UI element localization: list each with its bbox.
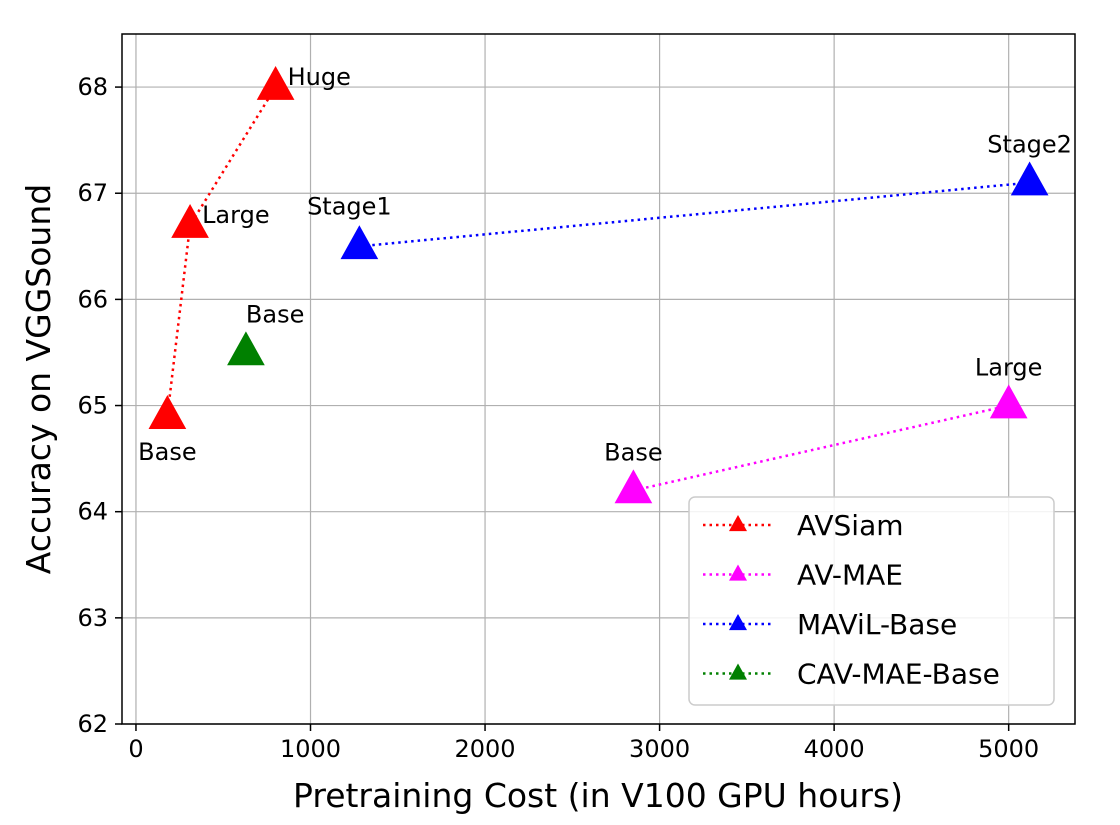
series-layer: Base Large Huge Base Large Stage1 Stage2 Base xyxy=(138,63,1072,504)
legend-item: MAViL-Base xyxy=(703,608,957,641)
grid-lines xyxy=(122,34,1075,725)
y-tick-label: 64 xyxy=(77,498,108,526)
y-tick-label: 63 xyxy=(77,604,108,632)
series-line xyxy=(633,404,1009,492)
series-line xyxy=(166,86,277,417)
series-avsiam: Base Large Huge xyxy=(138,63,351,466)
data-point-label: Large xyxy=(202,201,270,229)
legend-label: AVSiam xyxy=(797,509,904,542)
axes xyxy=(115,33,1076,731)
data-point-label: Huge xyxy=(288,63,351,91)
data-point-label: Base xyxy=(246,300,304,328)
y-tick-label: 65 xyxy=(77,392,108,420)
data-point-label: Base xyxy=(604,438,662,466)
series-mavil-base: Stage1 Stage2 xyxy=(307,131,1072,260)
tick-labels: 0 1000 2000 3000 4000 5000 62 63 64 65 66 67 68 xyxy=(77,73,1039,763)
y-tick-label: 66 xyxy=(77,285,108,313)
legend-item: AV-MAE xyxy=(703,559,903,592)
data-point-marker xyxy=(227,331,265,366)
data-point-marker xyxy=(614,469,653,504)
data-point-marker xyxy=(989,384,1028,419)
series-av-mae: Base Large xyxy=(604,354,1043,504)
legend-label: AV-MAE xyxy=(797,559,903,592)
x-tick-label: 2000 xyxy=(455,735,516,763)
series-cav-mae-base: Base xyxy=(227,300,304,366)
legend-item: AVSiam xyxy=(703,509,904,542)
y-axis-title: Accuracy on VGGSound xyxy=(19,184,58,574)
legend: AVSiam AV-MAE MAViL-Base CAV-MAE-Base xyxy=(688,496,1055,706)
legend-marker xyxy=(729,514,747,532)
plot-frame xyxy=(121,33,1076,725)
y-tick-label: 67 xyxy=(77,179,108,207)
x-tick-label: 4000 xyxy=(804,735,865,763)
x-tick-label: 3000 xyxy=(629,735,690,763)
legend-label: CAV-MAE-Base xyxy=(797,658,1000,691)
y-tick-label: 68 xyxy=(77,73,108,101)
data-point-marker xyxy=(148,395,187,429)
data-point-marker xyxy=(1010,161,1049,196)
series-line xyxy=(359,181,1030,248)
y-tick-label: 62 xyxy=(77,710,108,738)
legend-marker xyxy=(729,663,747,680)
data-point-marker xyxy=(340,225,379,260)
data-point-label: Stage2 xyxy=(987,131,1072,159)
legend-marker xyxy=(729,613,747,631)
data-point-label: Stage1 xyxy=(307,192,392,220)
legend-box xyxy=(688,496,1055,706)
x-tick-label: 0 xyxy=(128,735,143,763)
x-axis-title: Pretraining Cost (in V100 GPU hours) xyxy=(293,776,903,815)
data-point-marker xyxy=(256,65,295,100)
legend-item: CAV-MAE-Base xyxy=(703,658,1000,691)
data-point-marker xyxy=(171,203,209,238)
legend-marker xyxy=(729,564,747,581)
x-tick-label: 1000 xyxy=(280,735,341,763)
data-point-label: Base xyxy=(138,438,196,466)
data-point-label: Large xyxy=(975,354,1043,382)
legend-label: MAViL-Base xyxy=(797,608,957,641)
x-tick-label: 5000 xyxy=(978,735,1039,763)
